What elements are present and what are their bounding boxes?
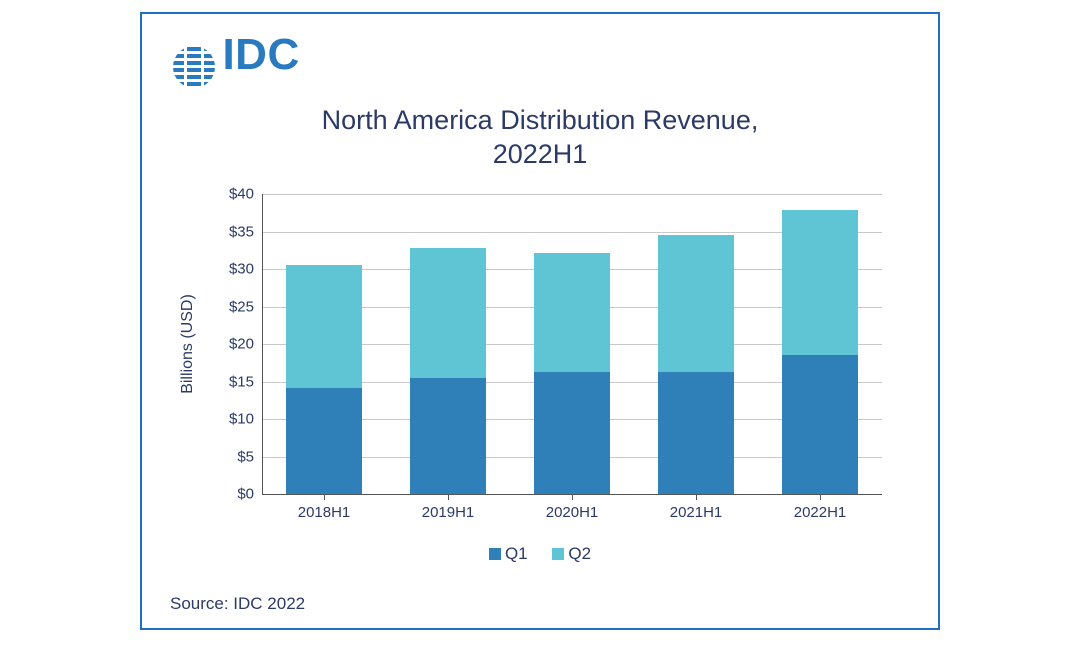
chart-title-line1: North America Distribution Revenue,	[142, 104, 938, 138]
legend-label-q2: Q2	[568, 544, 591, 563]
chart-title-line2: 2022H1	[142, 138, 938, 172]
legend-label-q1: Q1	[505, 544, 528, 563]
x-tick-mark	[696, 494, 697, 500]
chart-title: North America Distribution Revenue, 2022…	[142, 104, 938, 172]
legend-item-q1: Q1	[489, 544, 528, 564]
bar-segment	[286, 265, 363, 387]
bar-segment	[534, 253, 611, 372]
y-axis-line	[262, 194, 263, 494]
y-tick-label: $15	[229, 373, 254, 390]
x-tick-label: 2020H1	[546, 504, 599, 521]
bar-segment	[658, 235, 735, 372]
bar-segment	[782, 355, 859, 494]
bar-segment	[410, 248, 487, 378]
bar-segment	[534, 372, 611, 494]
y-tick-label: $40	[229, 186, 254, 203]
idc-logo-text: IDC	[222, 30, 299, 79]
y-tick-label: $10	[229, 411, 254, 428]
bar-segment	[410, 378, 487, 494]
source-text: Source: IDC 2022	[170, 594, 305, 614]
x-tick-mark	[448, 494, 449, 500]
y-axis-label: Billions (USD)	[179, 294, 197, 394]
x-tick-mark	[572, 494, 573, 500]
idc-globe-icon	[170, 43, 218, 91]
y-tick-label: $30	[229, 261, 254, 278]
bar-segment	[286, 388, 363, 495]
x-tick-mark	[820, 494, 821, 500]
grid-line	[262, 194, 882, 195]
plot-area: Billions (USD) $0$5$10$15$20$25$30$35$40…	[262, 194, 882, 494]
y-tick-label: $25	[229, 298, 254, 315]
legend-swatch-q2	[552, 548, 564, 560]
legend-swatch-q1	[489, 548, 501, 560]
y-tick-label: $5	[237, 448, 254, 465]
x-tick-label: 2022H1	[794, 504, 847, 521]
legend: Q1 Q2	[142, 544, 938, 564]
legend-item-q2: Q2	[552, 544, 591, 564]
idc-logo: IDC	[170, 32, 300, 91]
chart-frame: IDC North America Distribution Revenue, …	[140, 12, 940, 630]
y-tick-label: $35	[229, 223, 254, 240]
y-tick-label: $0	[237, 486, 254, 503]
x-tick-label: 2018H1	[298, 504, 351, 521]
bar-segment	[782, 210, 859, 356]
x-tick-mark	[324, 494, 325, 500]
x-tick-label: 2021H1	[670, 504, 723, 521]
bar-segment	[658, 372, 735, 494]
y-tick-label: $20	[229, 336, 254, 353]
x-tick-label: 2019H1	[422, 504, 475, 521]
